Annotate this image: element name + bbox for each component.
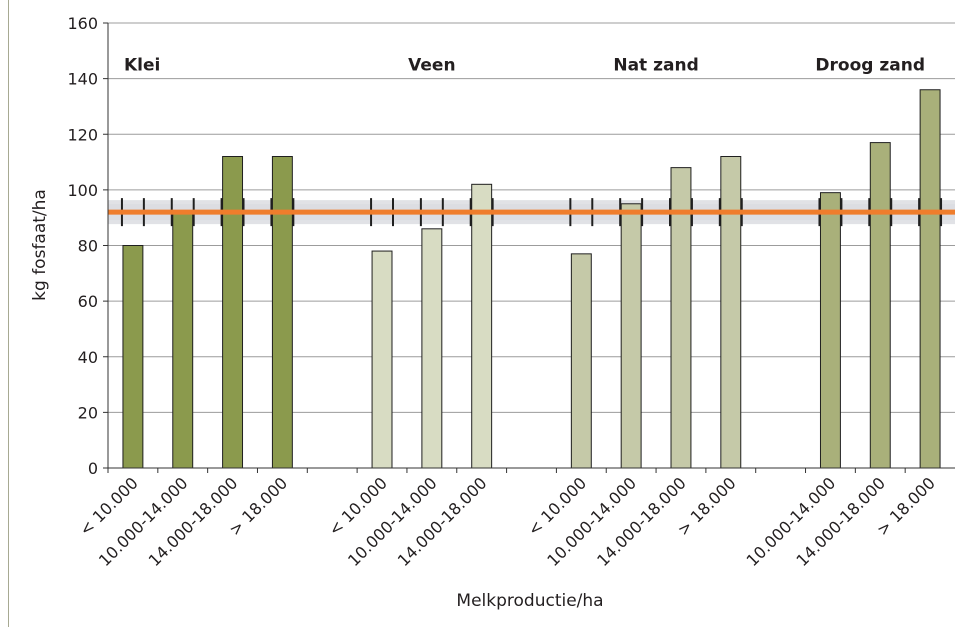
group-label: Veen: [408, 56, 455, 76]
bar: [371, 250, 393, 469]
axes: [103, 22, 955, 473]
bar: [570, 253, 592, 469]
x-tick-label: 10.000-14.000: [344, 473, 441, 570]
bar: [720, 156, 742, 469]
y-tick-label: 60: [78, 292, 98, 311]
y-tick-label: 20: [78, 403, 98, 422]
x-tick-label: 10.000-14.000: [95, 473, 192, 570]
bar: [421, 228, 443, 469]
group-label: Droog zand: [815, 56, 925, 76]
bar: [271, 156, 293, 469]
y-axis-title: kg fosfaat/ha: [30, 189, 50, 301]
y-tick-label: 80: [78, 237, 98, 256]
y-tick-label: 0: [88, 459, 98, 478]
x-tick-label: 14.000-18.000: [593, 473, 690, 570]
bars: [122, 89, 941, 469]
bar: [222, 156, 244, 469]
y-tick-label: 160: [67, 14, 98, 33]
bar: [919, 89, 941, 469]
y-tick-label: 100: [67, 181, 98, 200]
bar: [471, 183, 493, 469]
error-markers: [108, 198, 955, 227]
x-axis-title: Melkproductie/ha: [456, 591, 603, 611]
y-tick-label: 120: [67, 125, 98, 144]
left-border-rule: [8, 0, 9, 627]
y-tick-label: 140: [67, 70, 98, 89]
group-label: Klei: [124, 56, 160, 76]
bar: [172, 211, 194, 469]
x-tick-label: 14.000-18.000: [145, 473, 242, 570]
x-tick-label: 14.000-18.000: [394, 473, 491, 570]
bar: [620, 203, 642, 469]
bar: [819, 192, 841, 469]
bar: [122, 245, 144, 469]
x-tick-label: 10.000-14.000: [543, 473, 640, 570]
group-label: Nat zand: [613, 56, 698, 76]
x-tick-label: 10.000-14.000: [743, 473, 840, 570]
x-tick-label: 14.000-18.000: [792, 473, 889, 570]
y-tick-label: 40: [78, 348, 98, 367]
bar: [869, 142, 891, 469]
gridlines: [108, 22, 955, 413]
